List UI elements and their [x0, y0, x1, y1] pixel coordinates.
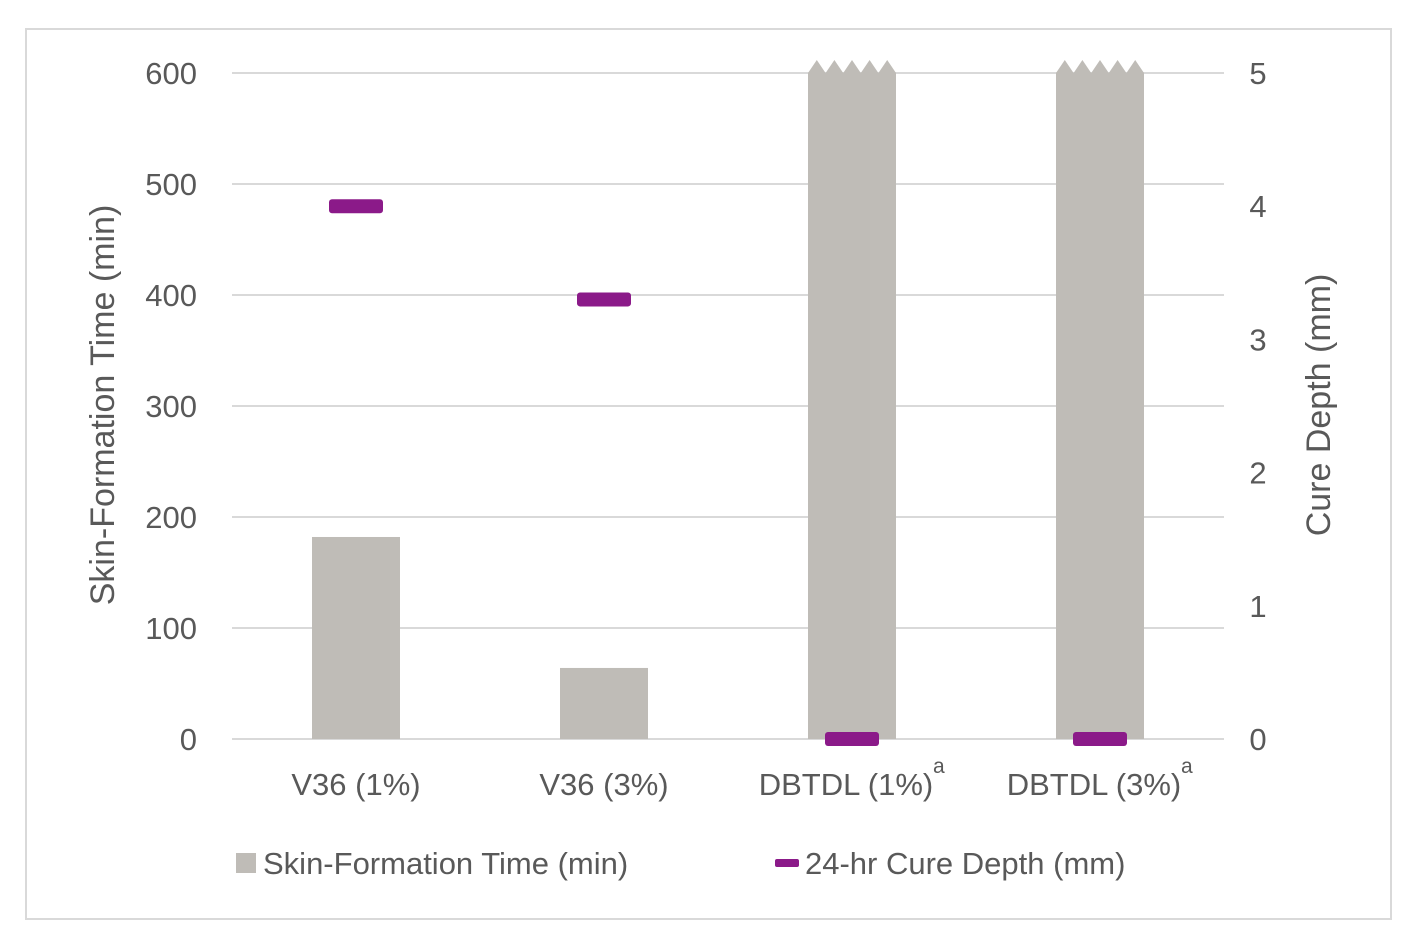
x-tick-label: DBTDL (1%) — [759, 767, 934, 802]
marker-cure-depth — [825, 732, 879, 746]
legend-label-skin-formation: Skin-Formation Time (min) — [263, 846, 628, 881]
marker-cure-depth — [329, 199, 383, 214]
y-right-tick-label: 4 — [1249, 189, 1266, 224]
x-tick-label: V36 (3%) — [539, 767, 668, 802]
x-tick-label: V36 (1%) — [291, 767, 420, 802]
chart-frame — [25, 28, 1392, 920]
legend-label-cure-depth: 24-hr Cure Depth (mm) — [805, 846, 1125, 881]
y-left-tick-label: 0 — [180, 722, 197, 757]
y-left-tick-label: 200 — [145, 500, 197, 535]
x-tick-superscript: a — [1181, 755, 1193, 778]
x-tick-label: DBTDL (3%) — [1007, 767, 1182, 802]
y-right-tick-label: 5 — [1249, 56, 1266, 91]
legend: Skin-Formation Time (min) 24-hr Cure Dep… — [236, 846, 1125, 881]
marker-cure-depth — [1073, 732, 1127, 746]
y-right-tick-label: 3 — [1249, 322, 1266, 357]
y-right-axis-title: Cure Depth (mm) — [1300, 274, 1338, 537]
y-left-tick-label: 400 — [145, 278, 197, 313]
bar-skin-formation — [1056, 60, 1144, 739]
y-left-tick-label: 500 — [145, 167, 197, 202]
y-left-tick-label: 600 — [145, 56, 197, 91]
y-right-tick-label: 1 — [1249, 589, 1266, 624]
y-left-tick-label: 300 — [145, 389, 197, 424]
legend-swatch-cure-depth — [775, 859, 799, 867]
y-right-tick-label: 2 — [1249, 456, 1266, 491]
marker-cure-depth — [577, 292, 631, 307]
y-left-axis-title: Skin-Formation Time (min) — [84, 205, 122, 606]
legend-swatch-skin-formation — [236, 853, 256, 873]
bar-skin-formation — [808, 60, 896, 739]
bar-skin-formation — [560, 667, 648, 739]
y-left-tick-label: 100 — [145, 611, 197, 646]
x-tick-superscript: a — [933, 755, 945, 778]
y-right-tick-label: 0 — [1249, 722, 1266, 757]
bar-skin-formation — [312, 536, 400, 739]
